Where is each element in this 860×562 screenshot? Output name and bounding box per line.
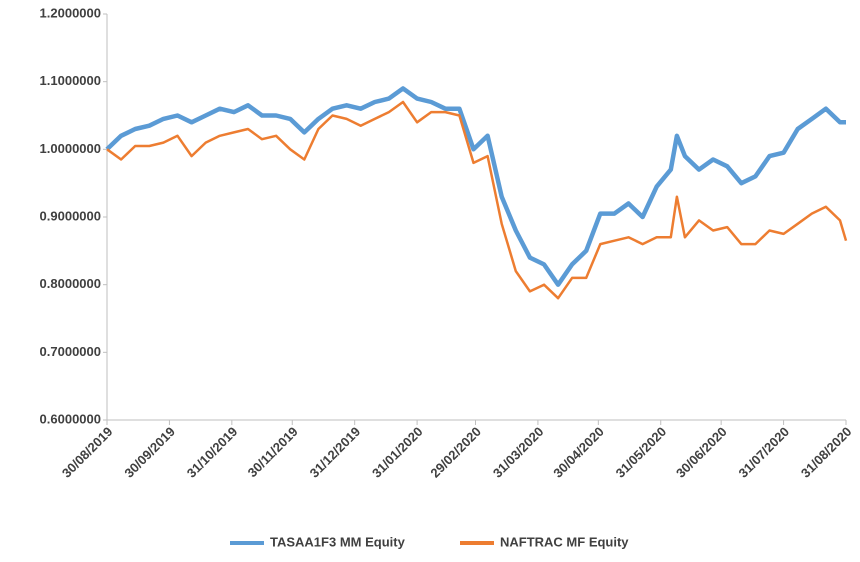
x-tick-label: 31/07/2020 [736, 424, 793, 481]
x-tick-label: 30/09/2019 [121, 424, 178, 481]
y-tick-label: 0.9000000 [40, 208, 101, 223]
series-line [105, 86, 846, 287]
y-tick-label: 0.7000000 [40, 344, 101, 359]
series-line [106, 100, 848, 300]
x-tick-label: 30/04/2020 [550, 424, 607, 481]
y-tick-label: 0.8000000 [40, 276, 101, 291]
x-tick-label: 29/02/2020 [427, 424, 484, 481]
x-tick-label: 30/11/2019 [245, 424, 301, 480]
y-tick-label: 1.1000000 [40, 73, 101, 88]
x-tick-label: 30/06/2020 [673, 424, 730, 481]
x-tick-label: 31/03/2020 [490, 424, 547, 481]
x-tick-label: 31/08/2020 [798, 424, 855, 481]
x-tick-label: 30/08/2019 [59, 424, 116, 481]
y-tick-label: 1.0000000 [40, 141, 101, 156]
legend-label: NAFTRAC MF Equity [500, 534, 629, 549]
x-tick-label: 31/01/2020 [369, 424, 426, 481]
x-tick-label: 31/10/2019 [184, 424, 241, 481]
x-tick-label: 31/12/2019 [307, 424, 364, 481]
x-tick-label: 31/05/2020 [613, 424, 670, 481]
y-tick-label: 1.2000000 [40, 5, 101, 20]
legend-label: TASAA1F3 MM Equity [270, 534, 406, 549]
y-tick-label: 0.6000000 [40, 411, 101, 426]
